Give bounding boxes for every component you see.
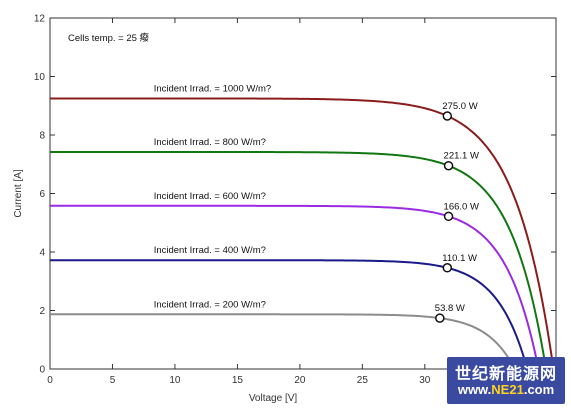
curve-irradiance-label: Incident Irrad. = 200 W/m? (154, 299, 266, 310)
x-axis-label: Voltage [V] (249, 393, 298, 404)
mpp-power-label: 275.0 W (442, 101, 477, 112)
mpp-marker (442, 111, 453, 121)
curve-irradiance-label: Incident Irrad. = 800 W/m? (154, 137, 266, 148)
y-tick-label: 2 (39, 306, 45, 317)
y-tick-label: 0 (39, 365, 45, 376)
cells-temp-annotation: Cells temp. = 25 癈 (68, 32, 150, 44)
y-tick-label: 12 (34, 14, 46, 25)
y-tick-label: 8 (39, 131, 45, 142)
x-tick-label: 15 (232, 375, 244, 386)
mpp-power-label: 110.1 W (442, 253, 477, 264)
labels-layer: Incident Irrad. = 1000 W/m? 275.0 W Incide… (154, 83, 479, 323)
y-tick-label: 6 (39, 189, 45, 200)
x-tick-label: 0 (47, 375, 53, 386)
mpp-marker (443, 160, 454, 171)
y-tick-label: 4 (39, 248, 45, 259)
curve-irradiance-label: Incident Irrad. = 1000 W/m? (154, 83, 272, 94)
x-tick-label: 20 (294, 375, 306, 386)
curve-irradiance-label: Incident Irrad. = 400 W/m? (154, 245, 266, 256)
x-tick-label: 5 (110, 375, 116, 386)
site-watermark-logo: 世纪新能源网 www.NE21.com (447, 357, 565, 404)
iv-curve-line (50, 204, 540, 370)
x-tick-label: 25 (357, 375, 369, 386)
mpp-marker (443, 211, 454, 222)
watermark-url-suffix: .com (523, 382, 555, 397)
mpp-marker (435, 313, 445, 323)
y-tick-label: 10 (34, 72, 46, 83)
mpp-power-label: 53.8 W (435, 303, 465, 314)
watermark-url-prefix: www. (457, 382, 492, 397)
x-tick-label: 10 (169, 375, 181, 386)
mpp-power-label: 166.0 W (444, 201, 479, 212)
iv-curve-line (50, 97, 555, 370)
x-tick-label: 30 (419, 375, 431, 386)
mpp-power-label: 221.1 W (444, 151, 479, 162)
curve-irradiance-label: Incident Irrad. = 600 W/m? (154, 191, 266, 202)
watermark-title: 世纪新能源网 (454, 364, 557, 383)
iv-curve-line (50, 150, 547, 370)
watermark-url-accent: NE21 (491, 382, 524, 397)
watermark-url: www.NE21.com (447, 382, 565, 397)
y-axis-label: Current [A] (13, 169, 24, 218)
tick-layer: 0 5 10 15 20 25 30 0 2 4 6 8 10 12 (34, 14, 556, 386)
mpp-marker (442, 263, 453, 273)
